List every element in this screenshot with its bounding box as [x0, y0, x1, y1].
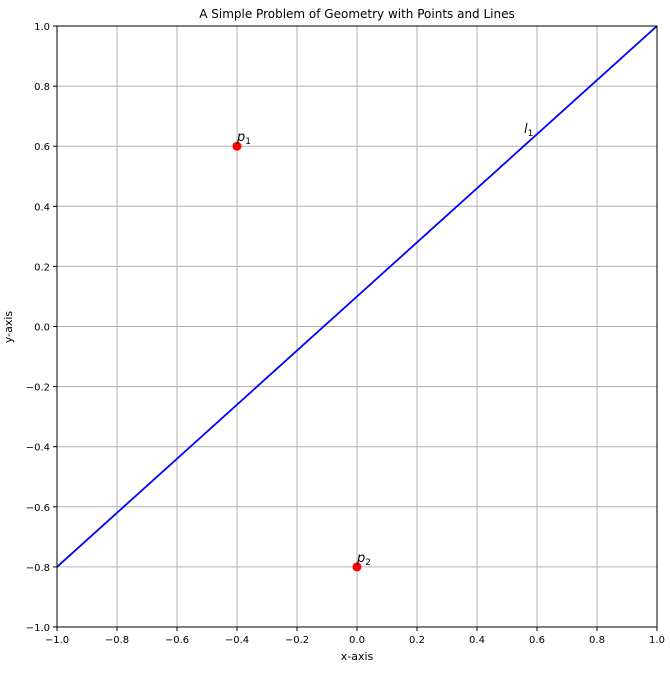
x-axis-label: x-axis	[341, 650, 374, 663]
line-label-subscript: 1	[528, 129, 534, 139]
point-p2	[352, 562, 362, 572]
y-tick-label: 0.8	[34, 82, 50, 93]
grid	[56, 25, 658, 628]
chart-title: A Simple Problem of Geometry with Points…	[199, 7, 515, 21]
y-tick-label: −0.4	[26, 443, 50, 454]
x-tick-label: 0.4	[469, 635, 485, 646]
y-tick-label: −1.0	[26, 623, 50, 634]
x-tick-label: −0.8	[105, 635, 129, 646]
y-tick-label: 0.2	[34, 262, 50, 273]
x-tick-label: 0.6	[529, 635, 545, 646]
y-axis-label: y-axis	[2, 311, 15, 344]
point-label: p2	[356, 551, 371, 568]
x-tick-label: −0.6	[165, 635, 189, 646]
y-tick-label: 0.6	[34, 142, 50, 153]
y-tick-label: −0.8	[26, 563, 50, 574]
y-tick-label: −0.6	[26, 503, 50, 514]
point-p1	[232, 141, 242, 151]
x-tick-label: −1.0	[45, 635, 69, 646]
point-label-subscript: 1	[245, 137, 251, 147]
x-tick-label: 0.0	[349, 635, 365, 646]
x-tick-label: 0.8	[589, 635, 605, 646]
point-label-subscript: 2	[365, 558, 371, 568]
x-tick-label: 1.0	[649, 635, 665, 646]
x-tick-label: 0.2	[409, 635, 425, 646]
x-tick-label: −0.2	[285, 635, 309, 646]
y-tick-label: 0.0	[34, 323, 50, 334]
line-label: l1	[524, 122, 533, 139]
y-tick-label: 0.4	[34, 202, 50, 213]
line-l1	[56, 25, 658, 568]
x-tick-label: −0.4	[225, 635, 249, 646]
y-tick-label: −0.2	[26, 383, 50, 394]
ticks: −1.0 −0.8 −0.6 −0.4 −0.2 0.0 0.2 0.4 0.6 0.8 1.0 −1…	[26, 22, 665, 646]
point-label: p1	[236, 130, 251, 147]
y-tick-label: 1.0	[34, 22, 50, 33]
